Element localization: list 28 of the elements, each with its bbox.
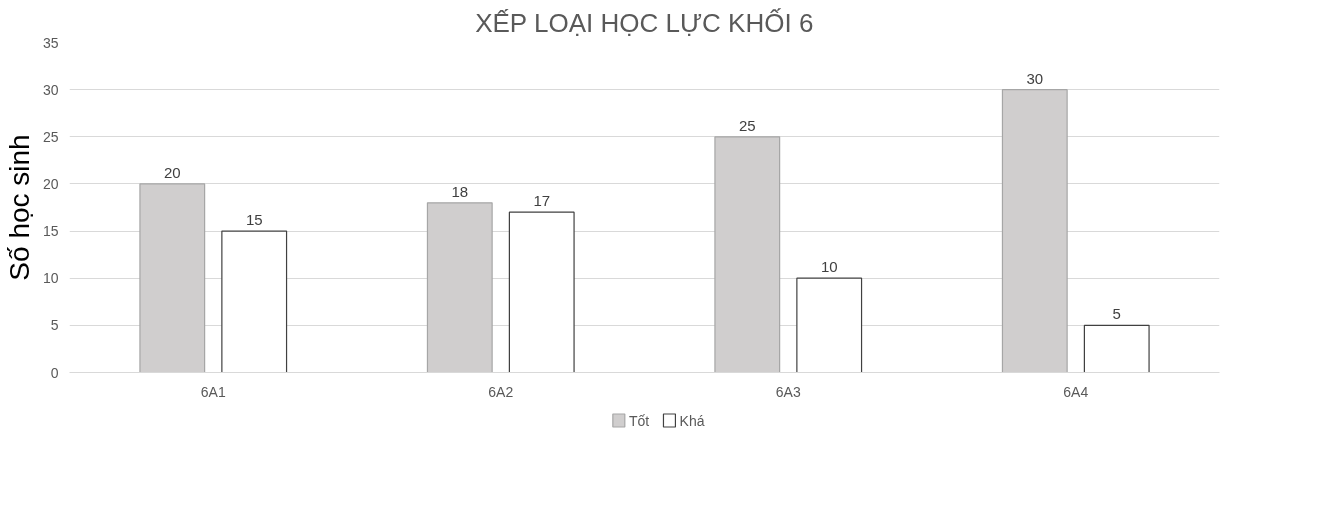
chart-title: XẾP LOẠI HỌC LỰC KHỐI 6 xyxy=(475,7,814,38)
data-label: 5 xyxy=(1112,305,1121,323)
y-tick-label: 10 xyxy=(42,270,59,287)
y-tick-label: 25 xyxy=(42,128,59,145)
data-label: 18 xyxy=(451,182,469,200)
x-tick-label: 6A3 xyxy=(775,383,801,400)
x-tick-label: 6A2 xyxy=(488,383,514,400)
x-tick-label: 6A4 xyxy=(1063,383,1089,400)
bar xyxy=(796,277,863,373)
data-label: 25 xyxy=(738,116,756,134)
y-tick-label: 20 xyxy=(42,175,59,192)
bar xyxy=(221,230,288,373)
y-tick-label: 5 xyxy=(50,317,59,334)
data-label: 30 xyxy=(1026,69,1044,87)
bar xyxy=(1083,324,1150,373)
data-label: 20 xyxy=(163,163,181,181)
legend-label: Khá xyxy=(679,412,705,429)
data-label: 17 xyxy=(533,192,551,210)
x-tick-label: 6A1 xyxy=(200,383,226,400)
y-tick-label: 0 xyxy=(50,364,59,381)
data-label: 15 xyxy=(245,211,263,229)
y-axis-title: Số học sinh xyxy=(3,134,35,281)
bar xyxy=(508,211,575,373)
legend-label: Tốt xyxy=(628,412,650,429)
y-tick-label: 15 xyxy=(42,223,59,240)
y-tick-label: 35 xyxy=(42,34,59,51)
data-label: 10 xyxy=(820,258,838,276)
y-tick-label: 30 xyxy=(42,81,59,98)
